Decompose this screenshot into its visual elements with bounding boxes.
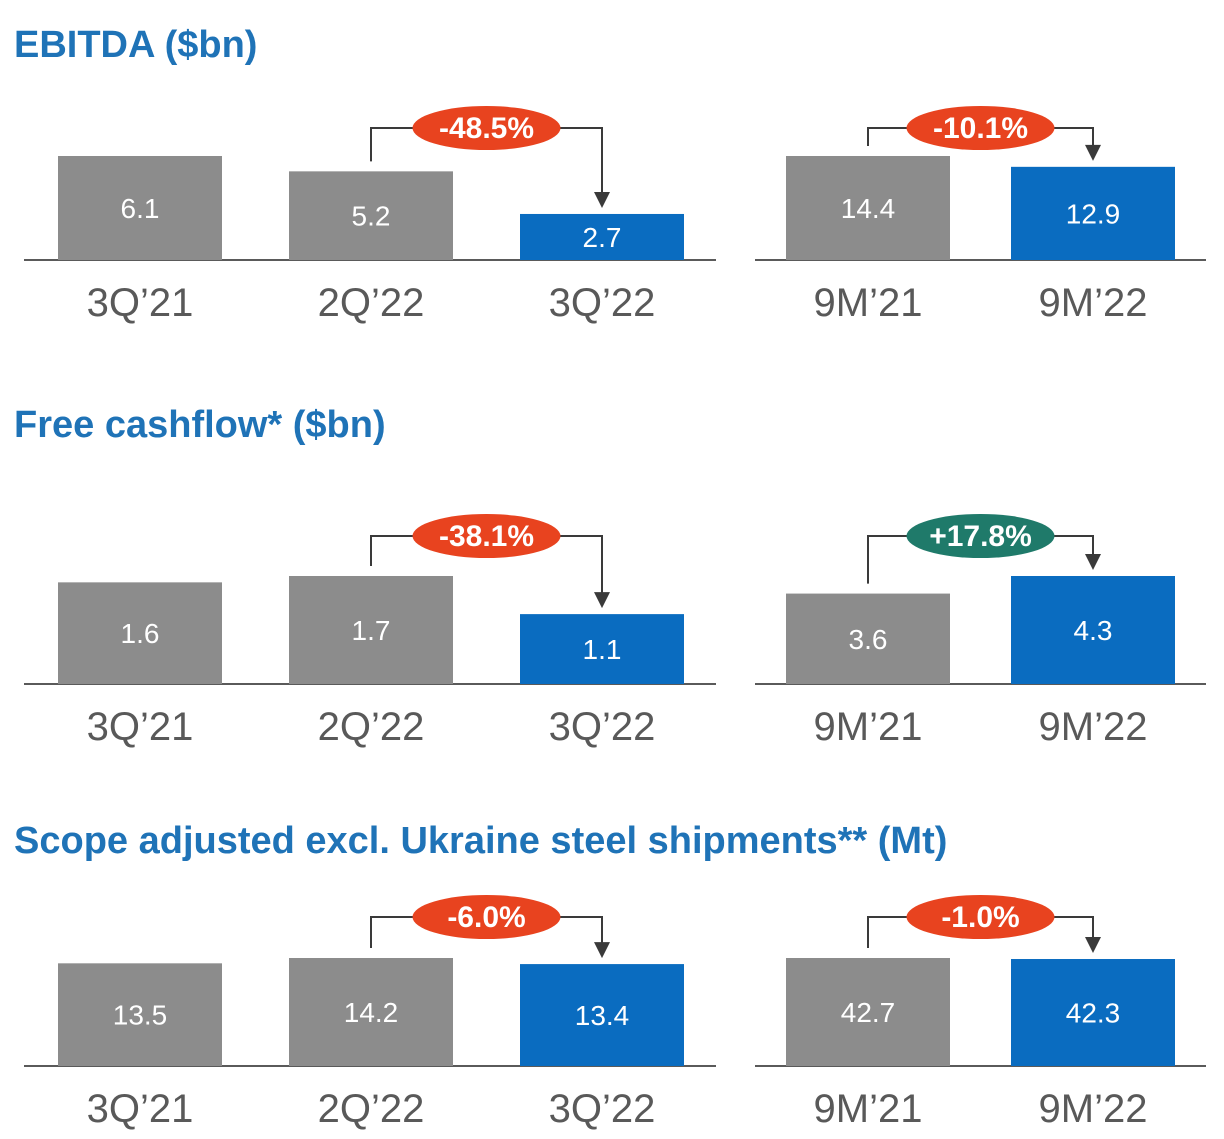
- bar-9m21: [786, 593, 950, 684]
- bar-3q22: [520, 964, 684, 1066]
- free-cashflow-chart-title: Free cashflow* ($bn): [14, 404, 386, 446]
- category-tick-label: 2Q’22: [318, 705, 425, 749]
- bar-9m21: [786, 958, 950, 1066]
- bar-3q22: [520, 213, 684, 260]
- change-arrowhead-icon: [1085, 554, 1101, 570]
- category-tick-label: 2Q’22: [318, 281, 425, 325]
- change-badge: [906, 106, 1055, 150]
- change-arrowhead-icon: [594, 942, 610, 959]
- bar-value-label: 1.6: [121, 618, 160, 649]
- steel-shipments-group-1: 13.5 3Q’21 14.2 2Q’22 13.4 3Q’22 -6.0%: [24, 895, 716, 1131]
- category-tick-label: 3Q’21: [87, 1087, 194, 1131]
- bar-2q22: [289, 958, 453, 1066]
- bar-9m22: [1011, 576, 1175, 684]
- ebitda-chart-title: EBITDA ($bn): [14, 24, 258, 66]
- bar-value-label: 2.7: [583, 222, 622, 253]
- bar-9m21: [786, 156, 950, 260]
- change-badge: [906, 514, 1055, 558]
- category-tick-label: 9M’22: [1039, 705, 1148, 749]
- change-badge-label: -10.1%: [933, 112, 1028, 145]
- category-tick-label: 3Q’22: [549, 281, 656, 325]
- category-tick-label: 3Q’21: [87, 281, 194, 325]
- category-tick-label: 2Q’22: [318, 1087, 425, 1131]
- bar-2q22: [289, 171, 453, 260]
- free-cashflow-group-1: 1.6 3Q’21 1.7 2Q’22 1.1 3Q’22 -38.1%: [24, 514, 716, 749]
- change-badge: [412, 106, 561, 150]
- change-badge: [412, 514, 561, 558]
- category-tick-label: 9M’21: [814, 1087, 923, 1131]
- ebitda-group-1: 6.1 3Q’21 5.2 2Q’22 2.7 3Q’22 -48.5%: [24, 106, 716, 325]
- bar-3q21: [58, 156, 222, 260]
- bar-3q21: [58, 582, 222, 684]
- bar-value-label: 1.1: [583, 634, 622, 665]
- bar-value-label: 12.9: [1066, 198, 1121, 229]
- bar-value-label: 42.7: [841, 997, 896, 1028]
- category-tick-label: 3Q’22: [549, 705, 656, 749]
- change-badge-label: -48.5%: [439, 112, 534, 145]
- free-cashflow-chart: 1.6 3Q’21 1.7 2Q’22 1.1 3Q’22 -38.1% 3.6 9M’21 4.…: [24, 514, 1206, 749]
- change-badge-label: +17.8%: [929, 520, 1032, 553]
- bar-value-label: 14.4: [841, 193, 896, 224]
- change-badge-label: -6.0%: [447, 901, 525, 934]
- bar-value-label: 13.4: [575, 1000, 630, 1031]
- change-badge: [906, 895, 1055, 939]
- change-badge-label: -1.0%: [941, 901, 1019, 934]
- change-arrowhead-icon: [594, 592, 610, 609]
- category-tick-label: 9M’21: [814, 705, 923, 749]
- bar-9m22: [1011, 166, 1175, 260]
- change-arrowhead-icon: [1085, 937, 1101, 954]
- bar-9m22: [1011, 959, 1175, 1066]
- change-arrowhead-icon: [1085, 144, 1101, 161]
- change-arrowhead-icon: [594, 191, 610, 208]
- bar-3q22: [520, 614, 684, 684]
- category-tick-label: 3Q’22: [549, 1087, 656, 1131]
- bar-value-label: 3.6: [849, 624, 888, 655]
- category-tick-label: 9M’22: [1039, 281, 1148, 325]
- bar-value-label: 14.2: [344, 997, 399, 1028]
- bar-value-label: 13.5: [113, 1000, 168, 1031]
- steel-shipments-group-2: 42.7 9M’21 42.3 9M’22 -1.0%: [755, 895, 1206, 1131]
- bar-value-label: 4.3: [1074, 615, 1113, 646]
- category-tick-label: 3Q’21: [87, 705, 194, 749]
- change-badge-label: -38.1%: [439, 520, 534, 553]
- free-cashflow-group-2: 3.6 9M’21 4.3 9M’22 +17.8%: [755, 514, 1206, 749]
- bar-value-label: 6.1: [121, 193, 160, 224]
- bar-value-label: 5.2: [352, 201, 391, 232]
- category-tick-label: 9M’21: [814, 281, 923, 325]
- steel-shipments-chart-title: Scope adjusted excl. Ukraine steel shipm…: [14, 820, 948, 862]
- change-badge: [412, 895, 561, 939]
- bar-2q22: [289, 576, 453, 684]
- category-tick-label: 9M’22: [1039, 1087, 1148, 1131]
- steel-shipments-chart: 13.5 3Q’21 14.2 2Q’22 13.4 3Q’22 -6.0% 42.7 9M’2…: [24, 895, 1206, 1131]
- ebitda-group-2: 14.4 9M’21 12.9 9M’22 -10.1%: [755, 106, 1206, 325]
- ebitda-chart: 6.13Q’215.22Q’222.73Q’22-48.5%14.49M’211…: [24, 106, 1206, 325]
- bar-value-label: 1.7: [352, 615, 391, 646]
- bar-3q21: [58, 963, 222, 1066]
- bar-value-label: 42.3: [1066, 998, 1121, 1029]
